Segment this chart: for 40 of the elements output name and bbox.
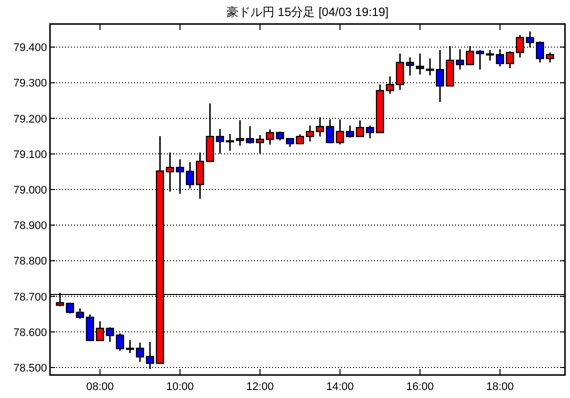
candlestick — [486, 49, 494, 62]
x-tick-label: 18:00 — [486, 381, 514, 393]
x-tick-label: 14:00 — [326, 381, 354, 393]
y-tick-label: 78.700 — [13, 291, 47, 304]
y-tick-label: 78.600 — [13, 326, 47, 339]
candlestick — [366, 124, 374, 140]
candlestick — [546, 52, 554, 64]
candlestick — [416, 52, 424, 76]
y-tick-label: 79.100 — [13, 148, 47, 161]
x-tick-label: 12:00 — [246, 381, 274, 393]
y-tick-label: 79.400 — [13, 42, 47, 54]
y-tick-label: 79.300 — [13, 78, 47, 90]
y-tick-label: 78.900 — [13, 220, 47, 232]
candlestick — [346, 124, 354, 138]
x-tick-label: 16:00 — [406, 381, 434, 393]
candlestick — [296, 134, 304, 146]
candlestick — [246, 125, 254, 144]
candlestick — [266, 128, 274, 146]
candlestick — [186, 161, 194, 190]
y-tick-label: 79.000 — [13, 184, 47, 197]
candlestick — [406, 56, 414, 76]
y-tick-label: 78.500 — [13, 362, 47, 375]
candlestick — [426, 58, 434, 76]
y-tick-label: 78.800 — [13, 256, 47, 268]
candlestick — [126, 339, 134, 354]
candlestick — [76, 308, 84, 320]
candlestick — [456, 48, 464, 70]
candlestick — [226, 133, 234, 152]
candlestick — [476, 49, 484, 70]
candlestick — [216, 128, 224, 154]
candlestick — [136, 342, 144, 363]
x-tick-label: 08:00 — [86, 381, 114, 393]
chart-title: 豪ドル円 15分足 [04/03 19:19] — [226, 5, 389, 19]
candlestick — [496, 48, 504, 68]
candlestick — [336, 118, 344, 146]
candlestick — [306, 124, 314, 142]
candlestick — [66, 302, 74, 314]
candlestick — [506, 50, 514, 69]
y-tick-label: 79.200 — [13, 113, 47, 126]
x-tick-label: 10:00 — [166, 381, 194, 393]
